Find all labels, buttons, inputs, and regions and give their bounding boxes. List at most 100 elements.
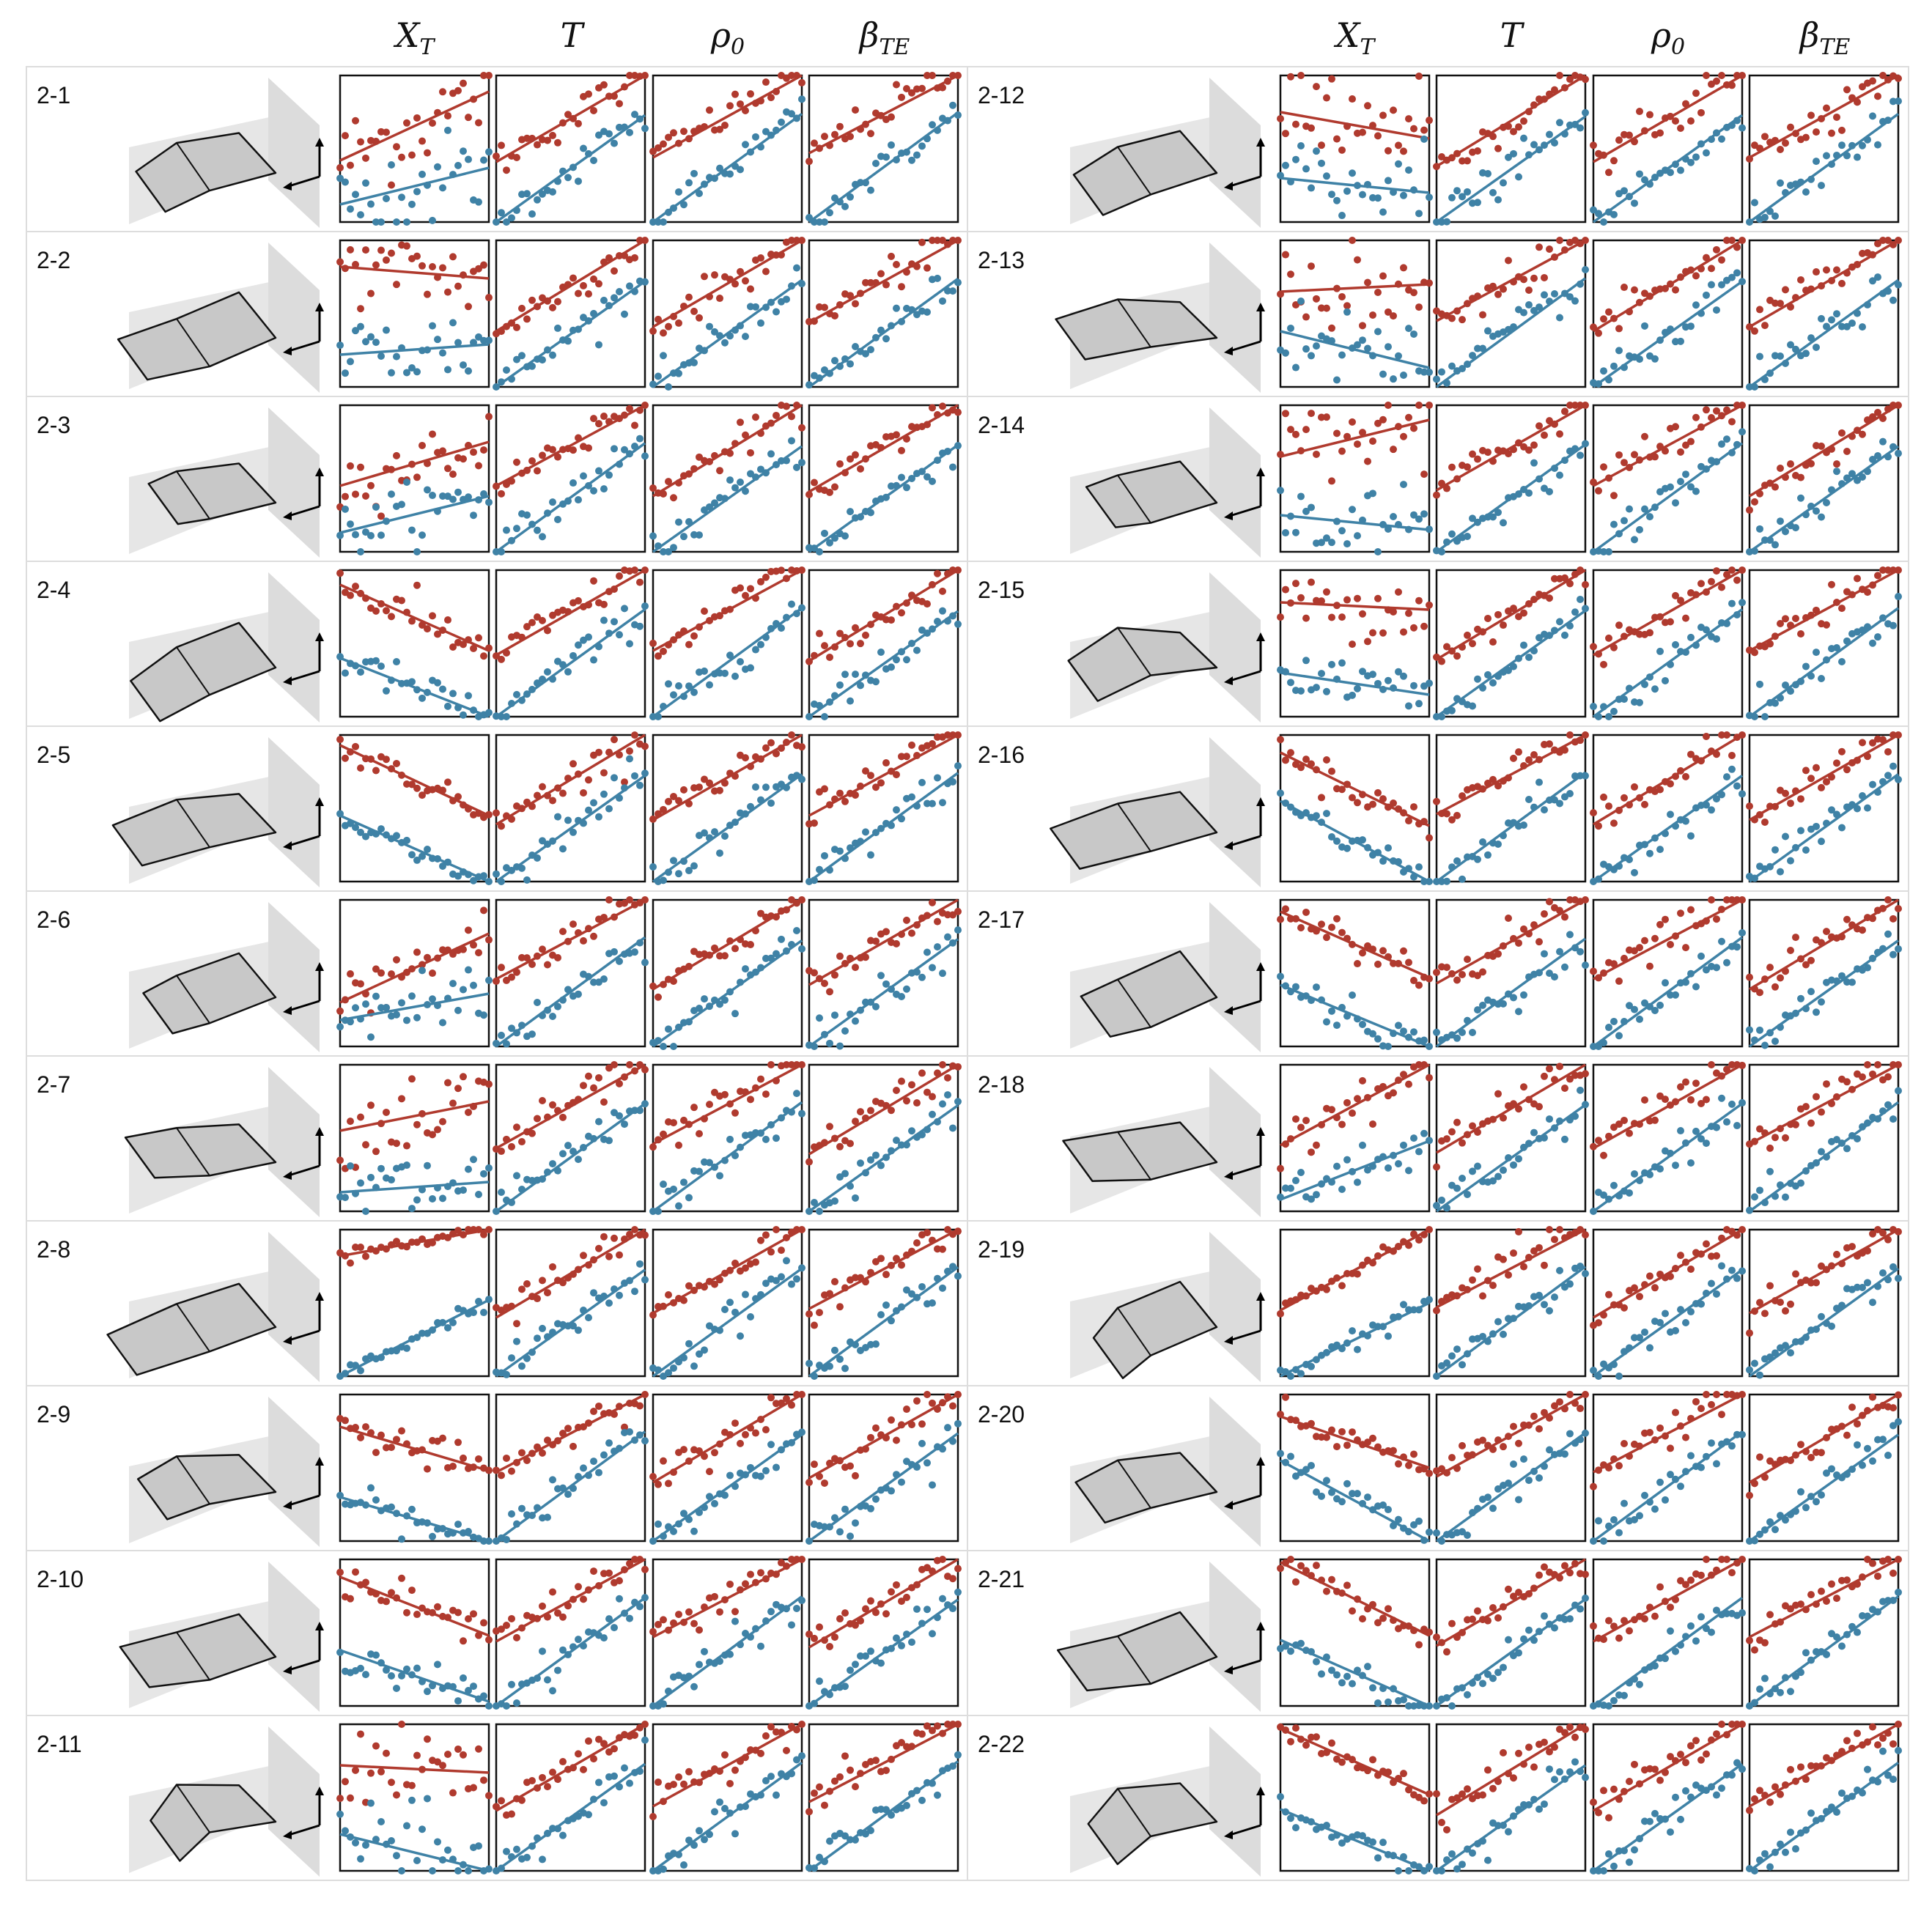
series-b-point	[621, 123, 628, 131]
series-a-point	[383, 756, 390, 764]
series-b-point	[575, 1472, 582, 1480]
series-a-point	[655, 1480, 662, 1488]
series-a-point	[1802, 133, 1810, 141]
series-b-point	[454, 1867, 462, 1874]
series-a-point	[1333, 915, 1341, 923]
series-b-fit-line	[495, 1596, 646, 1707]
series-a-fit-line	[808, 1723, 959, 1803]
series-a-point	[1751, 327, 1758, 335]
series-a-point	[444, 1079, 451, 1087]
series-b-point	[398, 1867, 405, 1874]
series-a-point	[1500, 621, 1507, 629]
series-b-point	[1546, 969, 1553, 978]
series-a-point	[357, 980, 364, 988]
series-a-point	[1525, 446, 1533, 454]
series-a-point	[419, 621, 426, 629]
series-a-point	[539, 1773, 546, 1781]
series-a-point	[1889, 402, 1897, 409]
series-b-point	[1287, 803, 1294, 811]
scatter-panel	[336, 72, 493, 226]
series-a-point	[1682, 100, 1689, 108]
series-a-point	[498, 822, 505, 830]
series-a-point	[742, 1088, 749, 1096]
series-b-point	[636, 1768, 644, 1776]
series-b-point	[1615, 347, 1623, 355]
series-b-point	[1682, 978, 1689, 986]
series-a-point	[1621, 954, 1628, 962]
series-b-point	[1390, 1151, 1397, 1159]
axis-left	[288, 1000, 320, 1012]
series-a-point	[372, 1742, 380, 1750]
series-b-point	[1600, 218, 1607, 226]
series-a-point	[1282, 410, 1289, 418]
series-a-point	[485, 936, 493, 944]
series-b-point	[872, 829, 880, 837]
series-b-point	[454, 1697, 462, 1705]
series-b-point	[913, 646, 921, 654]
series-a-point	[872, 783, 880, 791]
series-a-point	[575, 289, 582, 298]
series-a-point	[1874, 1061, 1881, 1068]
series-b-point	[1889, 296, 1897, 304]
series-b-point	[1489, 1330, 1497, 1338]
axis-left	[1229, 1000, 1261, 1012]
series-b-point	[1697, 309, 1705, 317]
series-b-point	[867, 1156, 874, 1164]
series-b-point	[413, 856, 421, 864]
series-b-point	[1838, 657, 1846, 665]
series-b-point	[1571, 1112, 1579, 1120]
series-a-fit-line	[339, 1764, 490, 1774]
series-b-point	[1590, 206, 1597, 214]
series-b-point	[1448, 863, 1456, 871]
series-a-point	[1400, 432, 1407, 440]
series-b-point	[480, 872, 487, 880]
series-b-point	[1615, 1192, 1623, 1200]
series-a-point	[680, 786, 687, 794]
series-b-point	[721, 1305, 729, 1313]
series-a-point	[670, 494, 677, 502]
series-a-point	[898, 446, 905, 454]
series-b-point	[711, 1499, 718, 1507]
series-a-point	[1525, 108, 1533, 116]
series-a-point	[783, 1061, 790, 1068]
series-b-point	[362, 179, 369, 187]
series-b-point	[641, 1736, 649, 1744]
series-a-point	[1641, 1096, 1648, 1104]
series-b-point	[773, 1134, 780, 1142]
panel-frame	[1592, 569, 1744, 718]
series-b-point	[1438, 548, 1445, 555]
series-a-point	[460, 1073, 467, 1081]
series-a-point	[1864, 1061, 1871, 1068]
series-b-point	[367, 200, 375, 208]
series-b-point	[1859, 473, 1866, 481]
series-b-point	[569, 651, 577, 660]
series-b-point	[1328, 1178, 1335, 1186]
series-a-point	[465, 926, 472, 934]
row-label: 2-18	[978, 1071, 1025, 1098]
series-a-point	[518, 1138, 526, 1146]
series-a-point	[1561, 746, 1568, 754]
series-b-point	[888, 141, 895, 149]
series-a-point	[1349, 237, 1356, 244]
series-b-point	[1448, 362, 1456, 370]
series-b-point	[1854, 153, 1861, 161]
series-b-point	[1582, 440, 1589, 448]
series-a-point	[831, 1777, 838, 1785]
series-a-point	[1379, 629, 1387, 637]
series-b-point	[1605, 1024, 1612, 1032]
series-a-point	[1464, 1285, 1471, 1293]
series-a-point	[1500, 1114, 1507, 1122]
series-b-point	[559, 661, 567, 669]
series-a-point	[767, 94, 775, 102]
series-b-point	[913, 968, 921, 976]
series-a-point	[424, 1465, 431, 1473]
series-a-point	[649, 1812, 657, 1820]
series-b-point	[1556, 471, 1563, 479]
series-a-point	[1703, 588, 1710, 596]
series-a-point	[737, 584, 744, 592]
series-a-point	[580, 788, 587, 797]
series-b-point	[424, 688, 431, 696]
series-b-point	[1733, 782, 1741, 790]
series-a-point	[470, 1610, 477, 1618]
series-b-point	[685, 1018, 693, 1026]
